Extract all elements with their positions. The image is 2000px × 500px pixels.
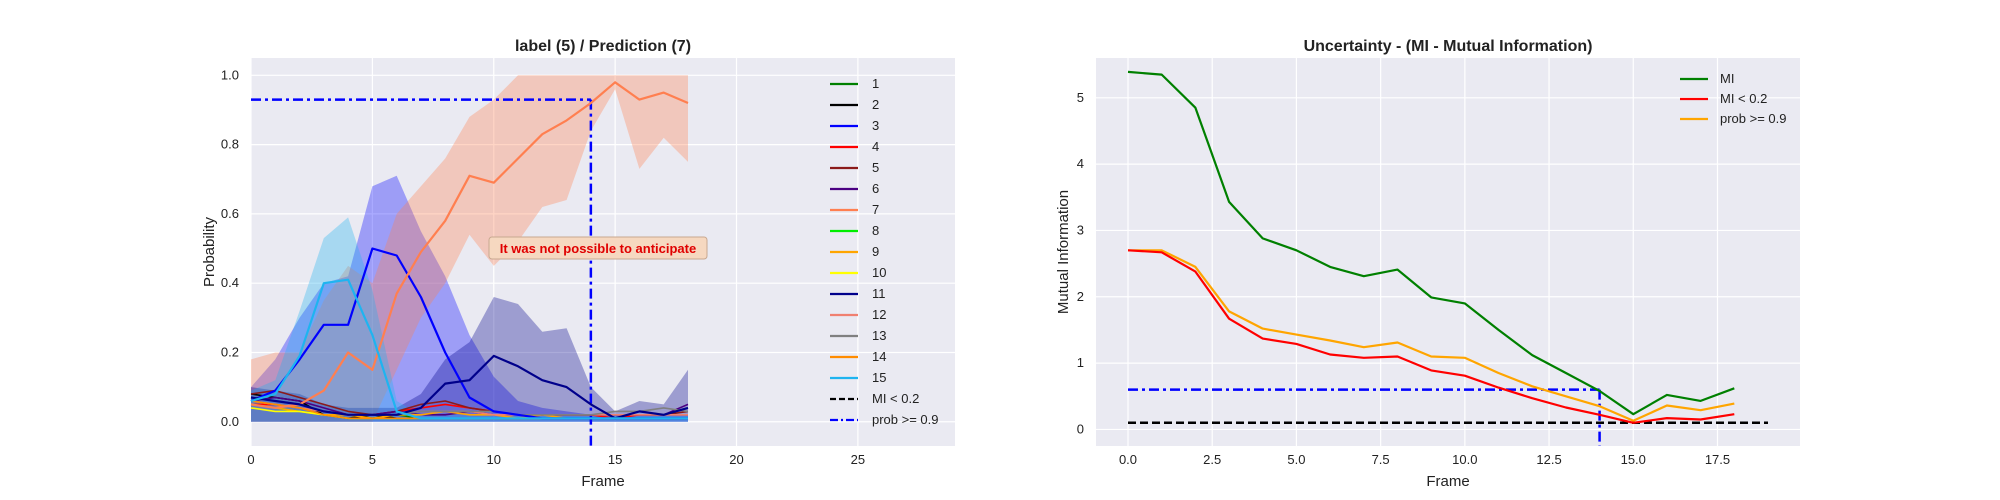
right-y-tick-label: 3	[1077, 222, 1084, 237]
left-chart-title: label (5) / Prediction (7)	[515, 38, 691, 55]
right-chart-title: Uncertainty - (MI - Mutual Information)	[1304, 38, 1593, 55]
annotation-text: It was not possible to anticipate	[500, 241, 696, 256]
series-line-MI	[1127, 70, 1735, 416]
left-series-lines	[250, 81, 689, 420]
left-y-tick-label: 0.2	[221, 344, 239, 359]
series-line-MI-0-2	[1127, 249, 1735, 424]
legend-label-1: 1	[872, 76, 879, 91]
right-x-tick-label: 0.0	[1119, 452, 1137, 467]
legend-label-15: 15	[872, 370, 886, 385]
left-y-tick-label: 0.0	[221, 414, 239, 429]
left-y-tick-label: 0.8	[221, 137, 239, 152]
legend-label-13: 13	[872, 328, 886, 343]
legend-label-6: 6	[872, 181, 879, 196]
legend-label-4: 4	[872, 139, 879, 154]
right-y-axis-label: Mutual Information	[1055, 190, 1072, 314]
left-tick-labels: 0 5 10 15 20 25 0.0 0.2 0.4 0.6 0.8 1.0	[221, 67, 865, 467]
series-line-prob-0-9	[1128, 249, 1735, 422]
left-reference-lines	[251, 98, 593, 446]
left-x-tick-label: 5	[369, 452, 376, 467]
right-x-tick-label: 17.5	[1705, 452, 1730, 467]
band-series-7	[251, 75, 688, 422]
legend-label-prob-0-9: prob >= 0.9	[1720, 111, 1787, 126]
right-y-tick-label: 1	[1077, 355, 1084, 370]
right-x-tick-label: 5.0	[1287, 452, 1305, 467]
right-series-lines	[1127, 70, 1735, 424]
left-y-axis-label: Probability	[201, 216, 218, 287]
band-series-11	[251, 297, 688, 422]
left-y-tick-label: 0.6	[221, 206, 239, 221]
right-tick-labels: 0.0 2.5 5.0 7.5 10.0 12.5 15.0 17.5 0 1 2 3 4 5	[1077, 90, 1730, 467]
left-x-tick-label: 25	[851, 452, 865, 467]
right-x-tick-label: 7.5	[1372, 452, 1390, 467]
annotation-box	[488, 236, 708, 260]
right-x-tick-label: 10.0	[1452, 452, 1477, 467]
right-reference-lines	[1128, 388, 1768, 446]
legend-label-MI < 0.2: MI < 0.2	[872, 391, 919, 406]
legend-label-5: 5	[872, 160, 879, 175]
left-x-axis-label: Frame	[581, 473, 624, 490]
legend-label-11: 11	[872, 286, 886, 301]
right-y-tick-label: 0	[1077, 421, 1084, 436]
legend-label-MI: MI	[1720, 71, 1734, 86]
left-y-tick-label: 1.0	[221, 67, 239, 82]
left-x-tick-label: 15	[608, 452, 622, 467]
left-x-tick-label: 10	[487, 452, 501, 467]
legend-label-14: 14	[872, 349, 886, 364]
legend-label-3: 3	[872, 118, 879, 133]
right-y-tick-label: 2	[1077, 289, 1084, 304]
series-line-7	[250, 81, 689, 409]
right-x-tick-label: 12.5	[1536, 452, 1561, 467]
legend-label-9: 9	[872, 244, 879, 259]
left-y-tick-label: 0.4	[221, 275, 239, 290]
left-x-tick-label: 0	[247, 452, 254, 467]
left-x-tick-label: 20	[729, 452, 743, 467]
legend-label-7: 7	[872, 202, 879, 217]
right-plot-area	[1096, 58, 1800, 446]
legend-label-12: 12	[872, 307, 886, 322]
right-y-tick-label: 5	[1077, 90, 1084, 105]
legend-label-2: 2	[872, 97, 879, 112]
legend-label-8: 8	[872, 223, 879, 238]
right-x-axis-label: Frame	[1426, 473, 1469, 490]
legend-label-MI-0-2: MI < 0.2	[1720, 91, 1767, 106]
legend-label-prob >= 0.9: prob >= 0.9	[872, 412, 939, 427]
legend-label-10: 10	[872, 265, 886, 280]
right-x-tick-label: 2.5	[1203, 452, 1221, 467]
right-y-tick-label: 4	[1077, 156, 1084, 171]
right-x-tick-label: 15.0	[1621, 452, 1646, 467]
series-line-15	[250, 278, 688, 420]
right-legend: MI MI < 0.2 prob >= 0.9	[1680, 71, 1787, 126]
band-series-15	[251, 217, 688, 422]
